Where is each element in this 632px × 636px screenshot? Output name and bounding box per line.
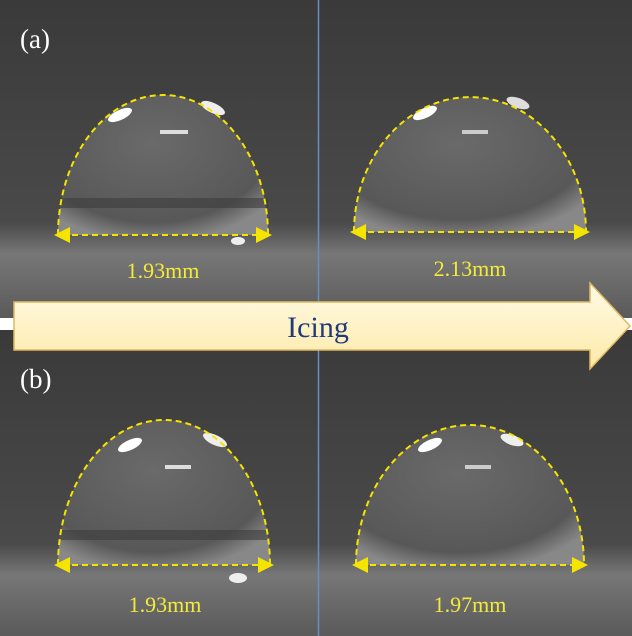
arrow-label: Icing: [287, 311, 349, 344]
panel-label: (a): [20, 24, 50, 54]
figure: (a) (b) 1.93mm 2.13mm 1.93mm 1.97mm Icin…: [0, 0, 632, 636]
panel-label: (b): [20, 364, 51, 394]
width-label: 2.13mm: [434, 256, 507, 281]
width-label: 1.93mm: [127, 258, 200, 283]
width-label: 1.93mm: [129, 592, 202, 617]
width-label: 1.97mm: [434, 592, 507, 617]
